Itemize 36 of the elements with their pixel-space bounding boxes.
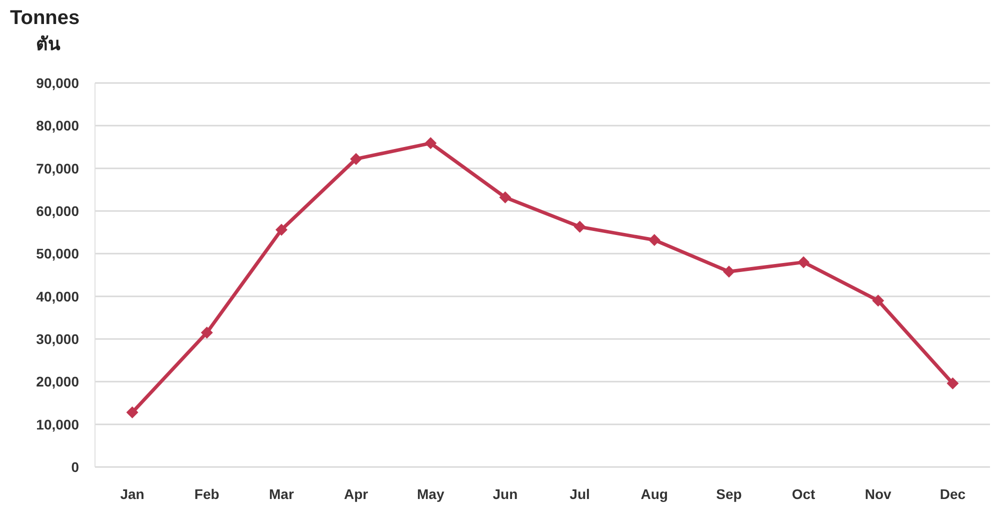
point: [574, 220, 586, 233]
point: [872, 294, 884, 307]
y-tick-label: 70,000: [36, 160, 80, 176]
y-tick-label: 90,000: [36, 75, 80, 91]
x-tick-label: May: [417, 486, 444, 502]
x-tick-label: Apr: [344, 486, 369, 502]
x-tick-label: Dec: [940, 486, 966, 502]
x-tick-label: Mar: [269, 486, 294, 502]
y-axis-title: Tonnes: [10, 7, 80, 29]
point: [424, 137, 437, 150]
x-tick-label: Aug: [640, 486, 668, 502]
y-tick-label: 10,000: [36, 416, 80, 432]
point: [126, 406, 138, 418]
point: [350, 152, 362, 165]
point: [722, 266, 735, 278]
y-tick-label: 20,000: [36, 374, 80, 390]
x-tick-label: Sep: [716, 486, 742, 502]
x-tick-label: Nov: [864, 486, 892, 502]
point: [946, 377, 959, 390]
y-tick-label: 30,000: [36, 331, 80, 347]
point: [798, 256, 810, 268]
y-tick-label: 60,000: [36, 203, 80, 219]
y-tick-label: 80,000: [36, 118, 80, 134]
x-tick-label: Jul: [570, 486, 590, 502]
x-tick-label: Jan: [120, 486, 144, 502]
point: [200, 326, 213, 339]
x-tick-label: Feb: [194, 486, 220, 502]
x-tick-label: Oct: [792, 486, 816, 502]
chart-subtitle: ตัน: [36, 34, 61, 54]
y-tick-label: 0: [71, 459, 80, 475]
point: [275, 224, 288, 236]
point: [499, 191, 512, 204]
y-tick-label: 40,000: [36, 288, 80, 304]
y-tick-label: 50,000: [36, 246, 80, 262]
x-tick-label: Jun: [492, 486, 518, 502]
point: [648, 234, 660, 246]
